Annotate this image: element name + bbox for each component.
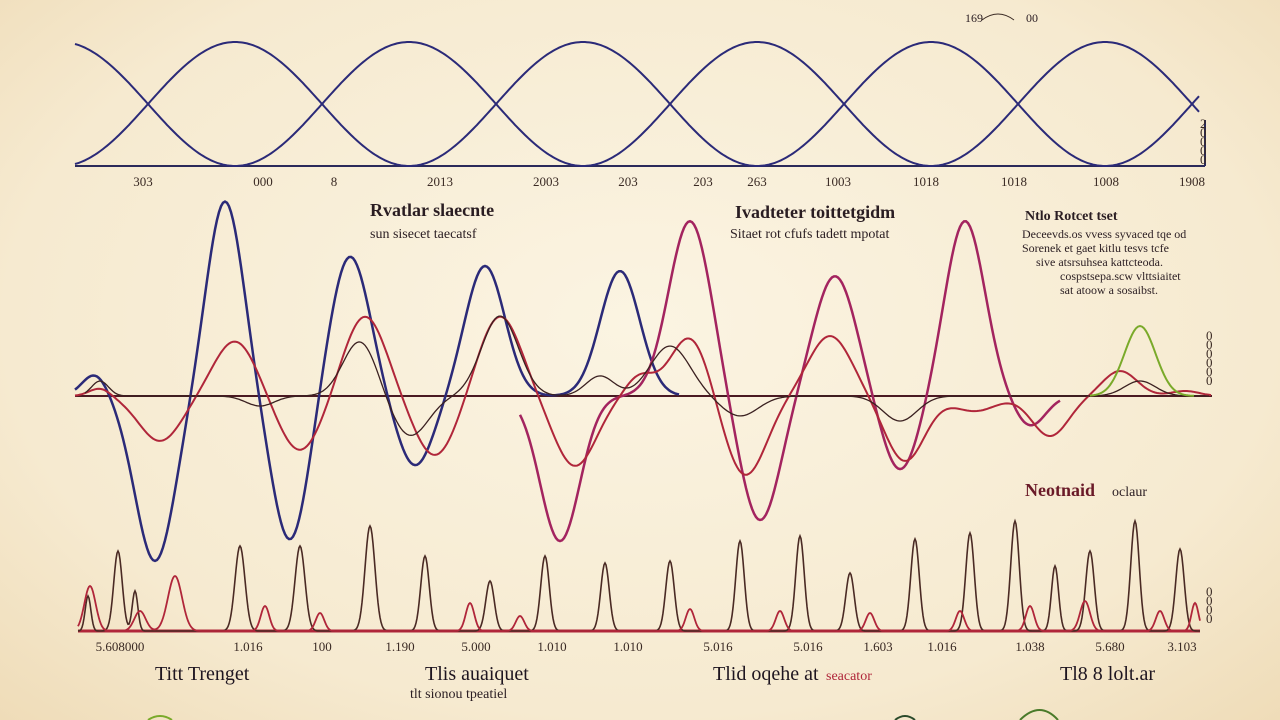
top-x-tick-label: 1908: [1179, 174, 1205, 189]
bottom-panel-title-suffix: oclaur: [1112, 485, 1147, 500]
top-x-tick-label: 8: [331, 174, 338, 189]
top-corner-arc: [981, 13, 1015, 21]
top-x-ticks: 303 000 8 2013 2003 203 203 263 1003 1018 1018 1008…: [133, 174, 1205, 189]
middle-side-mark: 0: [1206, 346, 1213, 361]
bottom-x-tick-label: 5.016: [703, 639, 733, 654]
annotation-3-line: sive atsrsuhsea kattcteoda.: [1036, 255, 1163, 269]
middle-series-magenta-line: [518, 219, 1061, 543]
top-corner-text-2: 00: [1026, 11, 1038, 25]
middle-panel: Rvatlar slaecnte sun sisecet taecatsf Iv…: [74, 200, 1213, 563]
bottom-x-tick-label: 1.038: [1015, 639, 1044, 654]
top-x-tick-label: 203: [693, 174, 713, 189]
middle-series-green-line: [1089, 324, 1195, 397]
footer-arc-green-left: [147, 715, 173, 720]
bottom-x-tick-label: 5.680: [1095, 639, 1124, 654]
bottom-series-crimson-line: [77, 574, 1201, 632]
footer-label-1-title: Titt Trenget: [155, 663, 250, 685]
annotation-1-title: Rvatlar slaecnte: [370, 200, 494, 220]
bottom-x-tick-label: 1.016: [927, 639, 957, 654]
top-x-tick-label: 1018: [913, 174, 939, 189]
middle-side-mark: 0: [1206, 364, 1213, 379]
bottom-x-tick-label: 1.010: [613, 639, 642, 654]
bottom-x-tick-label: 5.016: [793, 639, 823, 654]
annotation-3-lines: Deceevds.os vvess syvaced tqe odSorenek …: [1022, 227, 1186, 297]
bottom-x-tick-label: 1.010: [537, 639, 566, 654]
middle-series-crimson-line: [74, 315, 1212, 476]
top-series-2-line: [74, 41, 1200, 167]
top-side-mark: 0: [1200, 143, 1207, 158]
footer-label-2-sub: tlt sionou tpeatiel: [410, 687, 507, 702]
footer-labels: Titt Trenget Tlis auaiquet tlt sionou tp…: [147, 663, 1155, 720]
footer-arc-green-right: [1019, 709, 1059, 720]
bottom-side-mark: 0: [1206, 602, 1213, 617]
top-side-mark: 0: [1200, 134, 1207, 149]
bottom-x-tick-label: 5.000: [461, 639, 490, 654]
annotation-1-subtitle: sun sisecet taecatsf: [370, 227, 477, 242]
bottom-x-tick-label: 100: [312, 639, 332, 654]
top-x-tick-label: 2003: [533, 174, 559, 189]
footer-label-3-title: Tlid oqehe at: [713, 663, 819, 685]
bottom-x-tick-label: 3.103: [1167, 639, 1196, 654]
annotation-3-line: cospstsepa.scw vlttsiaitet: [1060, 269, 1181, 283]
bottom-side-mark: 0: [1206, 584, 1213, 599]
top-x-tick-label: 1018: [1001, 174, 1027, 189]
bottom-x-tick-label: 1.190: [385, 639, 414, 654]
annotation-3-line: sat atoow a sosaibst.: [1060, 283, 1158, 297]
middle-series-navy-line: [74, 200, 680, 563]
top-side-mark: 0: [1200, 152, 1207, 167]
annotation-2-subtitle: Sitaet rot cfufs tadett mpotat: [730, 227, 890, 242]
top-x-tick-label: 203: [618, 174, 638, 189]
top-panel: 303 000 8 2013 2003 203 203 263 1003 1018 1018 1008…: [74, 11, 1207, 189]
top-x-tick-label: 1008: [1093, 174, 1119, 189]
annotation-2-title: Ivadteter toittetgidm: [735, 202, 895, 222]
top-x-tick-label: 263: [747, 174, 767, 189]
bottom-panel: Neotnaid oclaur 5.608000 1.016 100 1.190 5.0…: [77, 480, 1213, 654]
annotation-3-title: Ntlo Rotcet tset: [1025, 209, 1118, 224]
annotation-3-line: Deceevds.os vvess syvaced tqe od: [1022, 227, 1186, 241]
bottom-series-brown-line: [77, 518, 1200, 632]
middle-side-mark: 0: [1206, 355, 1213, 370]
footer-label-4-title: Tl8 8 lolt.ar: [1060, 663, 1155, 685]
top-corner-text: 169: [965, 11, 983, 25]
middle-side-mark: 0: [1206, 337, 1213, 352]
annotation-3-line: Sorenek et gaet kitlu tesvs tcfe: [1022, 241, 1169, 255]
top-side-mark: 2: [1200, 116, 1207, 131]
bottom-side-mark: 0: [1206, 611, 1213, 626]
footer-label-2-title: Tlis auaiquet: [425, 663, 529, 685]
middle-series-brown-line: [84, 315, 1209, 436]
middle-side-mark: 0: [1206, 328, 1213, 343]
top-x-tick-label: 000: [253, 174, 273, 189]
top-series-1-line: [74, 41, 1200, 167]
bottom-x-tick-label: 1.016: [233, 639, 263, 654]
footer-arc-green-mid: [894, 715, 916, 720]
footer-label-3-accent: seacator: [826, 669, 872, 684]
bottom-x-ticks: 5.608000 1.016 100 1.190 5.000 1.010 1.010 5.01…: [96, 639, 1197, 654]
top-x-tick-label: 1003: [825, 174, 851, 189]
top-side-mark: 0: [1200, 125, 1207, 140]
bottom-x-tick-label: 5.608000: [96, 639, 145, 654]
bottom-x-tick-label: 1.603: [863, 639, 892, 654]
bottom-side-mark: 0: [1206, 593, 1213, 608]
top-x-tick-label: 2013: [427, 174, 453, 189]
top-x-tick-label: 303: [133, 174, 153, 189]
bottom-panel-title: Neotnaid: [1025, 480, 1095, 500]
middle-side-mark: 0: [1206, 373, 1213, 388]
